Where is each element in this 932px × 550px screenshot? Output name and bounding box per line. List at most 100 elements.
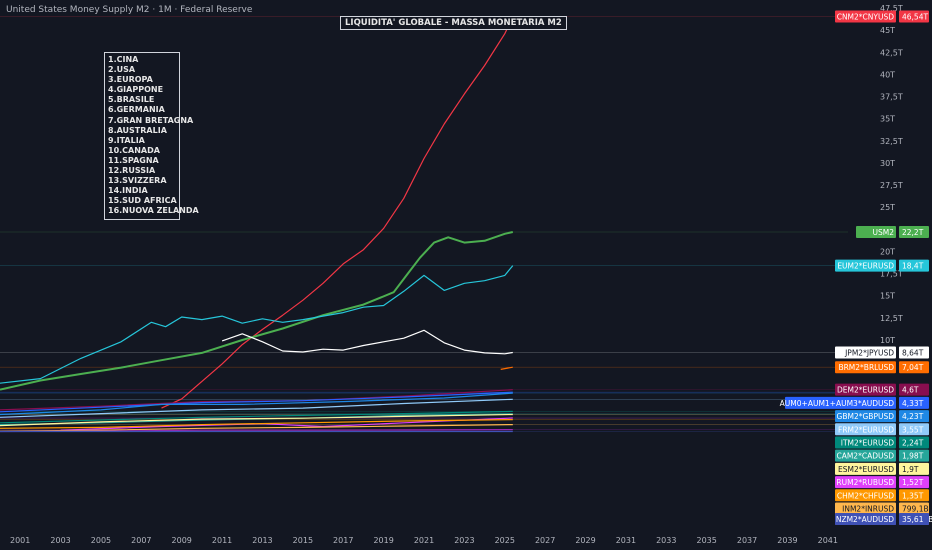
series-name-badge	[835, 361, 896, 374]
series-badge: GBM2*GBPUSD 4,23T	[835, 410, 929, 423]
series-line-dem2-eurusd	[0, 389, 513, 411]
legend-item: 1.CINA	[108, 55, 139, 64]
chart-title: LIQUIDITA' GLOBALE - MASSA MONETARIA M2	[340, 16, 567, 30]
series-value-label: 1,9T	[902, 465, 919, 474]
series-name-label: USM2	[873, 228, 895, 237]
legend-item: 11.SPAGNA	[108, 155, 159, 165]
legend-item: 6.GERMANIA	[108, 105, 165, 115]
y-tick-label: 35T	[880, 115, 895, 124]
series-line-eum2-eurusd	[0, 265, 514, 384]
legend-item: 14.INDIA	[108, 186, 148, 196]
series-value-label: 46,54T	[902, 12, 928, 21]
series-line-chm2-chfusd	[0, 419, 513, 429]
series-name-label: BRM2*BRLUSD	[838, 363, 894, 372]
series-value-badge	[899, 462, 929, 475]
x-tick-label: 2007	[131, 536, 151, 545]
series-line-aum0-aum1-aum3-audusd	[0, 391, 513, 413]
y-tick-label: 12,5T	[880, 314, 903, 323]
series-name-label: GBM2*GBPUSD	[837, 412, 895, 421]
x-tick-label: 2033	[656, 536, 676, 545]
series-value-label: 4,33T	[902, 399, 924, 408]
series-line-itm2-eurusd	[0, 410, 513, 424]
series-value-badge	[899, 423, 929, 436]
series-name-label: CAM2*CADUSD	[836, 452, 894, 461]
x-tick-label: 2013	[252, 536, 272, 545]
series-value-badge	[899, 383, 929, 396]
series-value-badge	[899, 449, 929, 462]
series-value-label: 1,98T	[902, 452, 924, 461]
series-line-usm2	[0, 231, 514, 391]
series-name-label: CHM2*CHFUSD	[837, 491, 894, 500]
series-badge: ESM2*EURUSD 1,9T	[835, 462, 929, 475]
y-tick-label: 27,5T	[880, 181, 903, 190]
series-badge: CAM2*CADUSD 1,98T	[835, 449, 929, 462]
series-badge: JPM2*JPYUSD 8,64T	[835, 346, 929, 359]
series-name-badge	[835, 10, 896, 23]
legend-item: 8.AUSTRALIA	[108, 125, 167, 135]
x-tick-label: 2027	[535, 536, 555, 545]
series-value-badge	[899, 410, 929, 423]
series-name-badge	[835, 259, 896, 272]
symbol-header[interactable]: United States Money Supply M2 · 1M · Fed…	[6, 5, 253, 15]
series-value-label: 2,24T	[902, 438, 924, 447]
series-badge: EUM2*EURUSD 18,4T	[835, 259, 929, 272]
series-badge: USM2 22,2T	[856, 225, 929, 238]
y-tick-label: 40T	[880, 70, 895, 79]
y-tick-label: 20T	[880, 247, 895, 256]
series-value-label: 3,55T	[902, 425, 924, 434]
series-name-label: INM2*INRUSD	[842, 504, 894, 513]
x-tick-label: 2035	[696, 536, 716, 545]
y-tick-label: 32,5T	[880, 137, 903, 146]
series-badge: CHM2*CHFUSD 1,35T	[835, 489, 929, 502]
x-tick-label: 2039	[777, 536, 797, 545]
series-line-brm2-brlusd	[500, 366, 513, 370]
series-name-label: AUM0+AUM1+AUM3*AUDUSD	[780, 399, 895, 408]
country-legend: 1.CINA 2.USA 3.EUROPA 4.GIAPPONE 5.BRASILE 6.…	[104, 52, 199, 220]
series-name-badge	[856, 225, 896, 238]
x-tick-label: 2029	[575, 536, 595, 545]
series-name-label: ESM2*EURUSD	[838, 465, 894, 474]
x-tick-label: 2025	[495, 536, 515, 545]
series-name-label: DEM2*EURUSD	[837, 386, 894, 395]
y-tick-label: 30T	[880, 159, 895, 168]
series-name-label: NZM2*AUDUSD	[836, 515, 894, 524]
series-value-label: 7,04T	[902, 363, 924, 372]
series-line-rum2-rubusd	[60, 417, 513, 431]
series-value-label: 1,35T	[902, 491, 924, 500]
x-tick-label: 2023	[454, 536, 474, 545]
series-value-badge	[899, 259, 929, 272]
x-tick-label: 2011	[212, 536, 232, 545]
y-tick-label: 15T	[880, 292, 895, 301]
x-tick-label: 2017	[333, 536, 353, 545]
series-name-badge	[835, 489, 896, 502]
series-name-badge	[835, 513, 896, 525]
series-line-esm2-eurusd	[0, 413, 513, 427]
x-tick-label: 2009	[172, 536, 192, 545]
series-name-badge	[835, 410, 896, 423]
series-badge: RUM2*RUBUSD 1,52T	[835, 476, 929, 489]
series-value-label: 799,1B	[902, 504, 929, 513]
y-tick-label: 17,5T	[880, 270, 903, 279]
series-name-badge	[835, 383, 896, 396]
series-line-frm2-eurusd	[0, 398, 513, 418]
legend-item: 16.NUOVA ZELANDA	[108, 206, 199, 216]
legend-item: 2.USA	[108, 65, 136, 75]
x-tick-label: 2015	[293, 536, 313, 545]
legend-item: 9.ITALIA	[108, 135, 145, 145]
legend-item: 10.CANADA	[108, 145, 160, 155]
x-tick-label: 2031	[616, 536, 636, 545]
series-line-gbm2-gbpusd	[0, 392, 513, 416]
x-tick-label: 2041	[818, 536, 838, 545]
x-tick-label: 2037	[737, 536, 757, 545]
legend-item: 7.GRAN BRETAGNA	[108, 115, 194, 125]
series-value-badge	[899, 396, 929, 409]
series-value-label: 18,4T	[902, 262, 924, 271]
series-value-label: 4,6T	[902, 386, 919, 395]
series-name-badge	[835, 436, 896, 449]
legend-item: 15.SUD AFRICA	[108, 196, 177, 206]
series-value-badge	[899, 436, 929, 449]
series-value-badge	[899, 10, 929, 23]
series-badge: DEM2*EURUSD 4,6T	[835, 383, 929, 396]
legend-item: 12.RUSSIA	[108, 166, 156, 176]
